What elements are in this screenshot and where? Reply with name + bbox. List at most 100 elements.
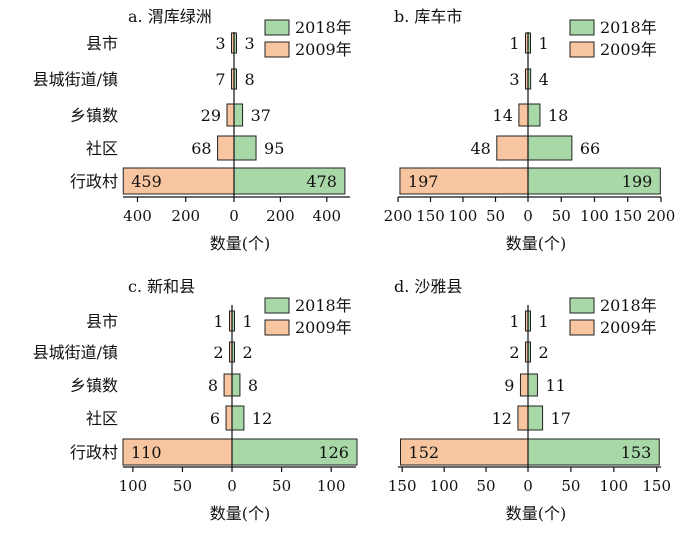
bar-2018 — [527, 438, 660, 466]
legend-label-2009: 2009年 — [600, 40, 657, 59]
x-tick-label: 100 — [119, 477, 148, 495]
x-tick-label: 150 — [388, 477, 417, 495]
panel-title: d. 沙雅县 — [394, 277, 462, 296]
x-tick-label: 100 — [317, 477, 346, 495]
legend-label-2009: 2009年 — [295, 40, 352, 59]
x-tick-label: 50 — [477, 477, 496, 495]
data-label-2018: 95 — [264, 139, 284, 158]
x-tick-label: 50 — [272, 477, 291, 495]
bar-2009 — [517, 405, 529, 431]
data-label-2018: 1 — [539, 312, 549, 331]
legend-label-2009: 2009年 — [295, 318, 352, 337]
category-label: 县城街道/镇 — [33, 70, 118, 89]
data-label-2018: 12 — [252, 409, 272, 428]
bar-2009 — [122, 438, 233, 466]
x-tick-label: 100 — [599, 477, 628, 495]
category-label: 社区 — [86, 409, 118, 428]
data-label-2018: 37 — [251, 106, 271, 125]
data-label-2018: 2 — [243, 343, 253, 362]
data-label-2009: 459 — [131, 172, 162, 191]
x-tick-label: 0 — [523, 207, 533, 225]
data-label-2018: 8 — [245, 70, 255, 89]
x-tick-label: 200 — [647, 207, 676, 225]
data-label-2018: 1 — [243, 312, 253, 331]
category-label: 县市 — [86, 34, 118, 53]
category-label: 乡镇数 — [70, 106, 118, 125]
bar-2009 — [400, 438, 529, 466]
data-label-2009: 48 — [470, 139, 490, 158]
data-label-2018: 478 — [306, 172, 337, 191]
bar-2018 — [233, 135, 257, 161]
x-tick-label: 0 — [229, 207, 239, 225]
bar-2009 — [496, 135, 529, 161]
x-tick-label: 400 — [312, 207, 341, 225]
data-label-2009: 2 — [509, 343, 519, 362]
x-axis-label: 数量(个) — [210, 234, 271, 253]
legend-swatch-2018 — [264, 19, 290, 36]
x-tick-label: 0 — [523, 477, 533, 495]
x-tick-label: 150 — [642, 477, 671, 495]
x-tick-label: 100 — [449, 207, 478, 225]
data-label-2009: 68 — [191, 139, 211, 158]
bar-2018 — [527, 135, 573, 161]
bar-2009 — [217, 135, 235, 161]
x-tick-label: 200 — [384, 207, 413, 225]
legend-swatch-2009 — [264, 319, 290, 336]
x-tick-label: 100 — [430, 477, 459, 495]
data-label-2009: 152 — [409, 443, 440, 462]
data-label-2018: 3 — [245, 34, 255, 53]
legend-swatch-2009 — [569, 41, 595, 58]
bar-2009 — [518, 103, 529, 127]
bar-2009 — [226, 103, 235, 127]
data-label-2018: 2 — [539, 343, 549, 362]
data-label-2009: 6 — [210, 409, 220, 428]
data-label-2009: 2 — [213, 343, 223, 362]
bar-2018 — [527, 103, 541, 127]
data-label-2009: 12 — [492, 409, 512, 428]
data-label-2018: 126 — [318, 443, 349, 462]
x-axis-label: 数量(个) — [210, 504, 271, 523]
data-label-2018: 18 — [548, 106, 568, 125]
x-tick-label: 150 — [416, 207, 445, 225]
x-tick-label: 200 — [266, 207, 295, 225]
x-tick-label: 0 — [227, 477, 237, 495]
legend-label-2018: 2018年 — [600, 18, 657, 37]
x-tick-label: 50 — [552, 207, 571, 225]
x-tick-label: 150 — [613, 207, 642, 225]
category-label: 行政村 — [70, 443, 118, 462]
legend-label-2018: 2018年 — [295, 18, 352, 37]
bar-2018 — [231, 373, 241, 397]
legend-label-2009: 2009年 — [600, 318, 657, 337]
data-label-2009: 14 — [493, 106, 513, 125]
x-axis-label: 数量(个) — [506, 234, 567, 253]
category-label: 行政村 — [70, 172, 118, 191]
data-label-2018: 4 — [539, 70, 549, 89]
data-label-2009: 7 — [215, 70, 225, 89]
data-label-2009: 3 — [215, 34, 225, 53]
x-tick-label: 400 — [123, 207, 152, 225]
bar-2018 — [527, 405, 544, 431]
bar-2009 — [519, 373, 529, 397]
panel-title: a. 渭库绿洲 — [128, 7, 212, 26]
category-label: 乡镇数 — [70, 376, 118, 395]
legend-label-2018: 2018年 — [295, 296, 352, 315]
data-label-2018: 17 — [551, 409, 571, 428]
legend-swatch-2009 — [264, 41, 290, 58]
data-label-2009: 9 — [504, 376, 514, 395]
data-label-2018: 199 — [622, 172, 653, 191]
x-tick-label: 200 — [171, 207, 200, 225]
bar-2018 — [233, 103, 244, 127]
data-label-2009: 1 — [213, 312, 223, 331]
category-label: 社区 — [86, 139, 118, 158]
data-label-2018: 11 — [545, 376, 565, 395]
x-axis-label: 数量(个) — [506, 504, 567, 523]
data-label-2018: 8 — [248, 376, 258, 395]
x-tick-label: 50 — [486, 207, 505, 225]
data-label-2009: 1 — [509, 34, 519, 53]
data-label-2009: 3 — [509, 70, 519, 89]
x-tick-label: 50 — [561, 477, 580, 495]
legend-swatch-2018 — [569, 19, 595, 36]
legend-swatch-2018 — [264, 297, 290, 314]
x-tick-label: 50 — [173, 477, 192, 495]
